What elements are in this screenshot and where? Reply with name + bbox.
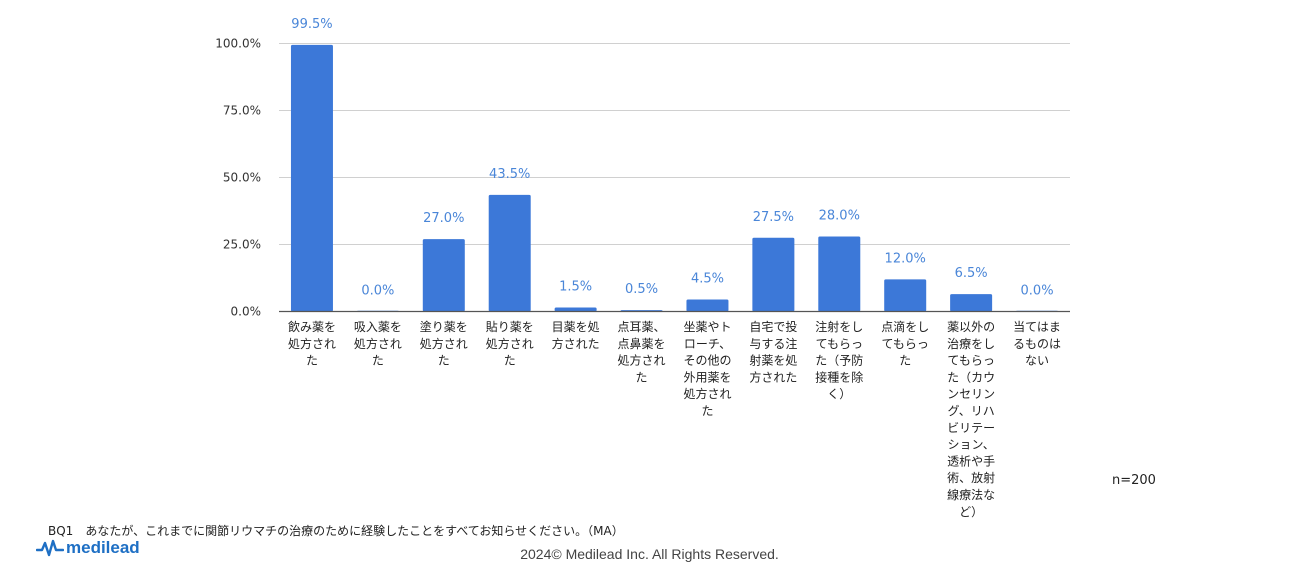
bar [554, 307, 597, 312]
x-tick-label: 点滴をしてもらった [881, 319, 929, 368]
bar [950, 294, 993, 312]
data-label: 0.0% [361, 284, 394, 299]
y-tick-label: 50.0% [223, 171, 261, 185]
x-tick-label: 坐薬やトローチ、その他の外用薬を処方された [683, 320, 731, 418]
bar-chart: 0.0% 25.0% 50.0% 75.0% 100.0% 99.5% 飲み薬を処方された 0… [215, 17, 1070, 519]
data-label: 12.0% [885, 251, 926, 266]
data-label: 99.5% [291, 17, 332, 32]
logo-text: medilead [66, 538, 140, 557]
x-tick-label: 注射をしてもらった（予防接種を除く） [815, 319, 863, 401]
sample-size-note: n=200 [1112, 473, 1156, 488]
bar [290, 44, 333, 312]
x-tick-label: 貼り薬を処方された [486, 319, 534, 368]
pulse-logo-icon [36, 539, 64, 557]
copyright-text: 2024© Medilead Inc. All Rights Reserved. [520, 546, 779, 562]
data-label: 27.0% [423, 211, 464, 226]
x-tick-label: 目薬を処方された [552, 320, 600, 351]
data-label: 0.5% [625, 282, 658, 297]
data-label: 43.5% [489, 167, 530, 182]
y-tick-label: 25.0% [223, 238, 261, 252]
data-label: 28.0% [819, 208, 860, 223]
question-text: BQ1 あなたが、これまでに関節リウマチの治療のために経験したことをすべてお知ら… [48, 524, 624, 538]
x-tick-label: 薬以外の治療をしてもらった（カウンセリング、リハビリテーション、透析や手術、放射… [947, 320, 995, 519]
x-tick-label: 当てはまるものはない [1013, 320, 1061, 368]
data-label: 4.5% [691, 271, 724, 286]
y-tick-label: 100.0% [215, 37, 261, 51]
x-tick-label: 吸入薬を処方された [354, 320, 402, 368]
x-tick-label: 塗り薬を処方された [420, 319, 468, 368]
bar [488, 194, 531, 312]
bar [884, 279, 927, 312]
y-tick-label: 0.0% [231, 305, 262, 319]
bar [422, 239, 465, 312]
data-label: 0.0% [1021, 284, 1054, 299]
x-tick-label: 飲み薬を処方された [288, 319, 336, 368]
data-label: 1.5% [559, 279, 592, 294]
data-label: 6.5% [955, 266, 988, 281]
x-tick-label: 自宅で投与する注射薬を処方された [749, 319, 797, 384]
y-tick-label: 75.0% [223, 104, 261, 118]
medilead-logo: medilead [36, 538, 140, 558]
bar [686, 299, 729, 312]
bar [752, 237, 795, 312]
bar [818, 236, 861, 312]
x-tick-label: 点耳薬、点鼻薬を処方された [618, 320, 666, 384]
data-label: 27.5% [753, 210, 794, 225]
